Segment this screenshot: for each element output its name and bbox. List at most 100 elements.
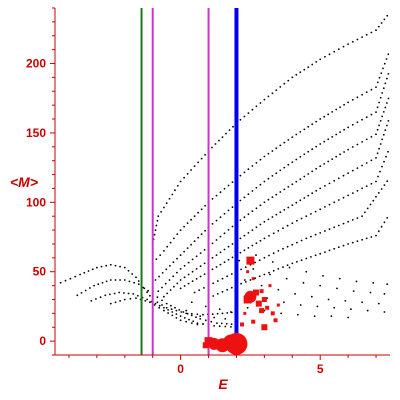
scatter-point [336, 287, 338, 290]
branch-point [153, 233, 156, 236]
branch-point [283, 166, 286, 169]
branch-point [226, 275, 229, 278]
branch-point [365, 116, 368, 119]
branch-point [251, 244, 254, 247]
branch-point [183, 317, 186, 319]
branch-point [230, 286, 233, 289]
branch-point [267, 95, 270, 98]
branch-point [157, 215, 160, 218]
branch-point [230, 326, 232, 328]
branch-point [286, 245, 289, 248]
branch-point [331, 158, 334, 161]
scatter-point [313, 315, 316, 318]
branch-point [351, 192, 354, 195]
branch-point [163, 309, 165, 312]
branch-point [387, 53, 390, 56]
red-marker [259, 308, 265, 314]
branch-point [258, 275, 261, 278]
branch-point [199, 318, 202, 320]
branch-point [291, 222, 294, 225]
branch-point [128, 280, 131, 283]
branch-point [271, 92, 274, 95]
branch-point [377, 230, 380, 233]
branch-point [210, 320, 213, 323]
branch-point [223, 212, 226, 215]
branch-point [343, 151, 345, 153]
branch-point [384, 106, 387, 109]
branch-point [135, 297, 137, 299]
branch-point [305, 237, 308, 240]
y-tick-label: 50 [33, 265, 47, 279]
x-tick-label: 5 [317, 362, 324, 376]
branch-point [324, 55, 326, 58]
branch-point [315, 120, 318, 123]
branch-point [347, 172, 349, 175]
scatter-point [316, 305, 319, 308]
branch-point [361, 141, 363, 143]
scatter-point [299, 304, 302, 306]
branch-point [197, 161, 200, 164]
branch-point [216, 280, 219, 282]
branch-point [167, 309, 170, 311]
branch-point [255, 162, 258, 164]
branch-point [351, 169, 354, 172]
scatter-point [333, 306, 336, 309]
branch-point [227, 209, 230, 212]
branch-point [259, 102, 262, 104]
branch-point [163, 295, 165, 298]
vertical-lines [140, 8, 239, 355]
branch-point [277, 250, 280, 252]
branch-point [202, 313, 204, 316]
branch-point [101, 281, 104, 284]
branch-point [361, 36, 363, 38]
branch-point [171, 193, 174, 196]
branch-point [282, 227, 284, 230]
scatter-point [283, 301, 285, 304]
branch-point [383, 18, 386, 21]
branch-point [314, 233, 317, 236]
branch-point [215, 194, 218, 197]
branch-point [221, 136, 224, 139]
branch-point [381, 165, 383, 168]
branch-point [295, 133, 298, 136]
branch-point [291, 161, 294, 164]
branch-point [105, 264, 108, 267]
branch-point [319, 208, 322, 211]
branch-point [155, 224, 158, 227]
branch-point [185, 312, 188, 315]
branch-point [387, 97, 390, 100]
red-markers [202, 256, 280, 355]
branch-point [347, 148, 349, 151]
branch-point [156, 301, 159, 304]
red-marker [243, 295, 252, 304]
branch-point [214, 143, 217, 145]
branch-point [255, 105, 258, 108]
branch-point [199, 252, 202, 255]
branch-point [379, 143, 382, 145]
branch-point [225, 322, 228, 325]
branch-point [168, 279, 171, 281]
scatter-point [347, 316, 350, 319]
branch-point [347, 243, 349, 245]
branch-point [343, 103, 345, 106]
branch-point [239, 174, 242, 177]
branch-point [300, 217, 303, 220]
branch-point [365, 237, 368, 240]
branch-point [287, 206, 290, 209]
branch-point [310, 235, 312, 238]
branch-point [303, 128, 306, 131]
scatter-point [383, 311, 386, 313]
branch-point [176, 257, 178, 260]
branch-point [179, 229, 182, 232]
branch-point [272, 252, 275, 255]
axes: 0 50 100 150 200 0 5 [26, 7, 390, 376]
branch-point [187, 282, 190, 285]
branch-point [168, 197, 171, 200]
branch-point [158, 275, 161, 278]
branch-point [199, 275, 202, 278]
branch-point [243, 216, 246, 219]
branch-point [147, 289, 150, 292]
branch-point [255, 242, 258, 245]
branch-point [386, 14, 389, 17]
scatter-point [199, 315, 202, 318]
